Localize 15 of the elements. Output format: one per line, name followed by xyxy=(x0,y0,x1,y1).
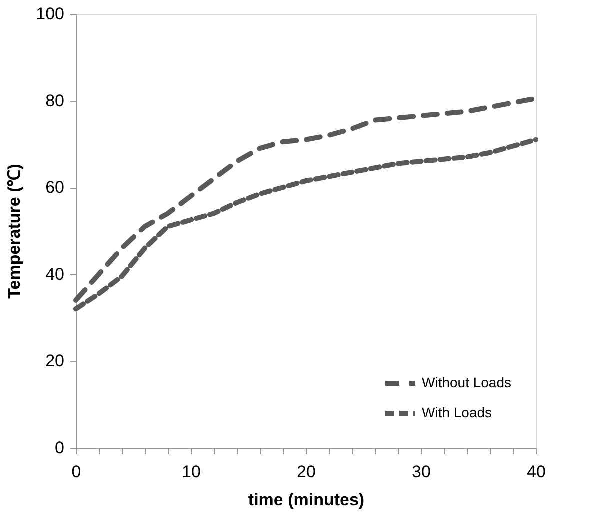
y-tick-label: 0 xyxy=(55,438,64,458)
y-tick-label: 20 xyxy=(46,352,64,371)
x-tick-label: 20 xyxy=(297,462,316,482)
x-tick-label: 40 xyxy=(527,462,546,482)
legend-label: Without Loads xyxy=(422,374,512,390)
y-tick-label: 80 xyxy=(46,91,64,110)
x-tick-label: 10 xyxy=(182,462,201,482)
y-tick-label: 40 xyxy=(46,264,64,284)
y-tick-label: 60 xyxy=(46,178,64,198)
y-axis-title: Temperature (℃) xyxy=(5,164,24,299)
x-tick-label: 0 xyxy=(72,462,82,482)
y-tick-label: 100 xyxy=(36,4,64,24)
legend-label: With Loads xyxy=(422,404,492,420)
x-axis-title: time (minutes) xyxy=(248,490,365,510)
x-tick-label: 30 xyxy=(412,462,431,482)
